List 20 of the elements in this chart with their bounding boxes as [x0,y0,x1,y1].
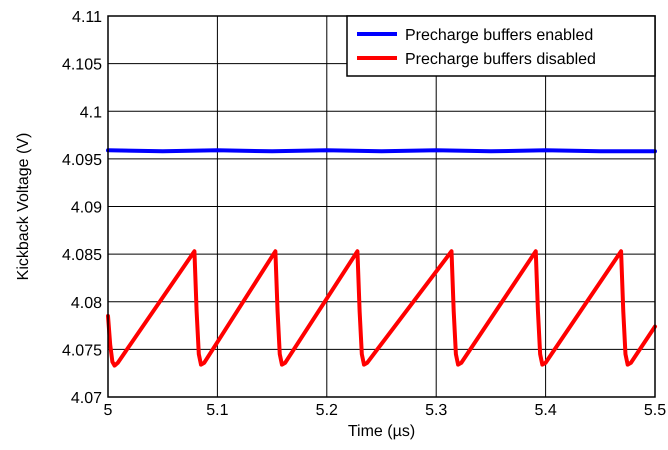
x-tick-label: 5.2 [316,402,338,419]
x-tick-label: 5.1 [206,402,229,419]
legend-label: Precharge buffers enabled [405,27,594,44]
y-tick-label: 4.07 [70,390,102,407]
y-tick-label: 4.09 [70,200,102,216]
y-tick-label: 4.095 [62,152,102,169]
x-tick-label: 5 [104,402,113,419]
legend-label: Precharge buffers disabled [405,51,596,68]
y-tick-label: 4.08 [70,294,102,312]
x-tick-label: 5.5 [644,402,666,419]
x-tick-label: 5.3 [425,402,448,419]
y-tick-label: 4.11 [72,9,102,26]
y-tick-label: 4.105 [62,56,102,74]
y-tick-label: 4.1 [80,104,102,122]
y-tick-label: 4.075 [62,342,102,360]
y-axis-title: Kickback Voltage (V) [15,132,32,280]
line-series [106,249,657,368]
x-axis-title: Time (µs) [348,423,416,440]
x-tick-label: 5.4 [534,402,557,419]
y-tick-label: 4.085 [62,247,102,264]
